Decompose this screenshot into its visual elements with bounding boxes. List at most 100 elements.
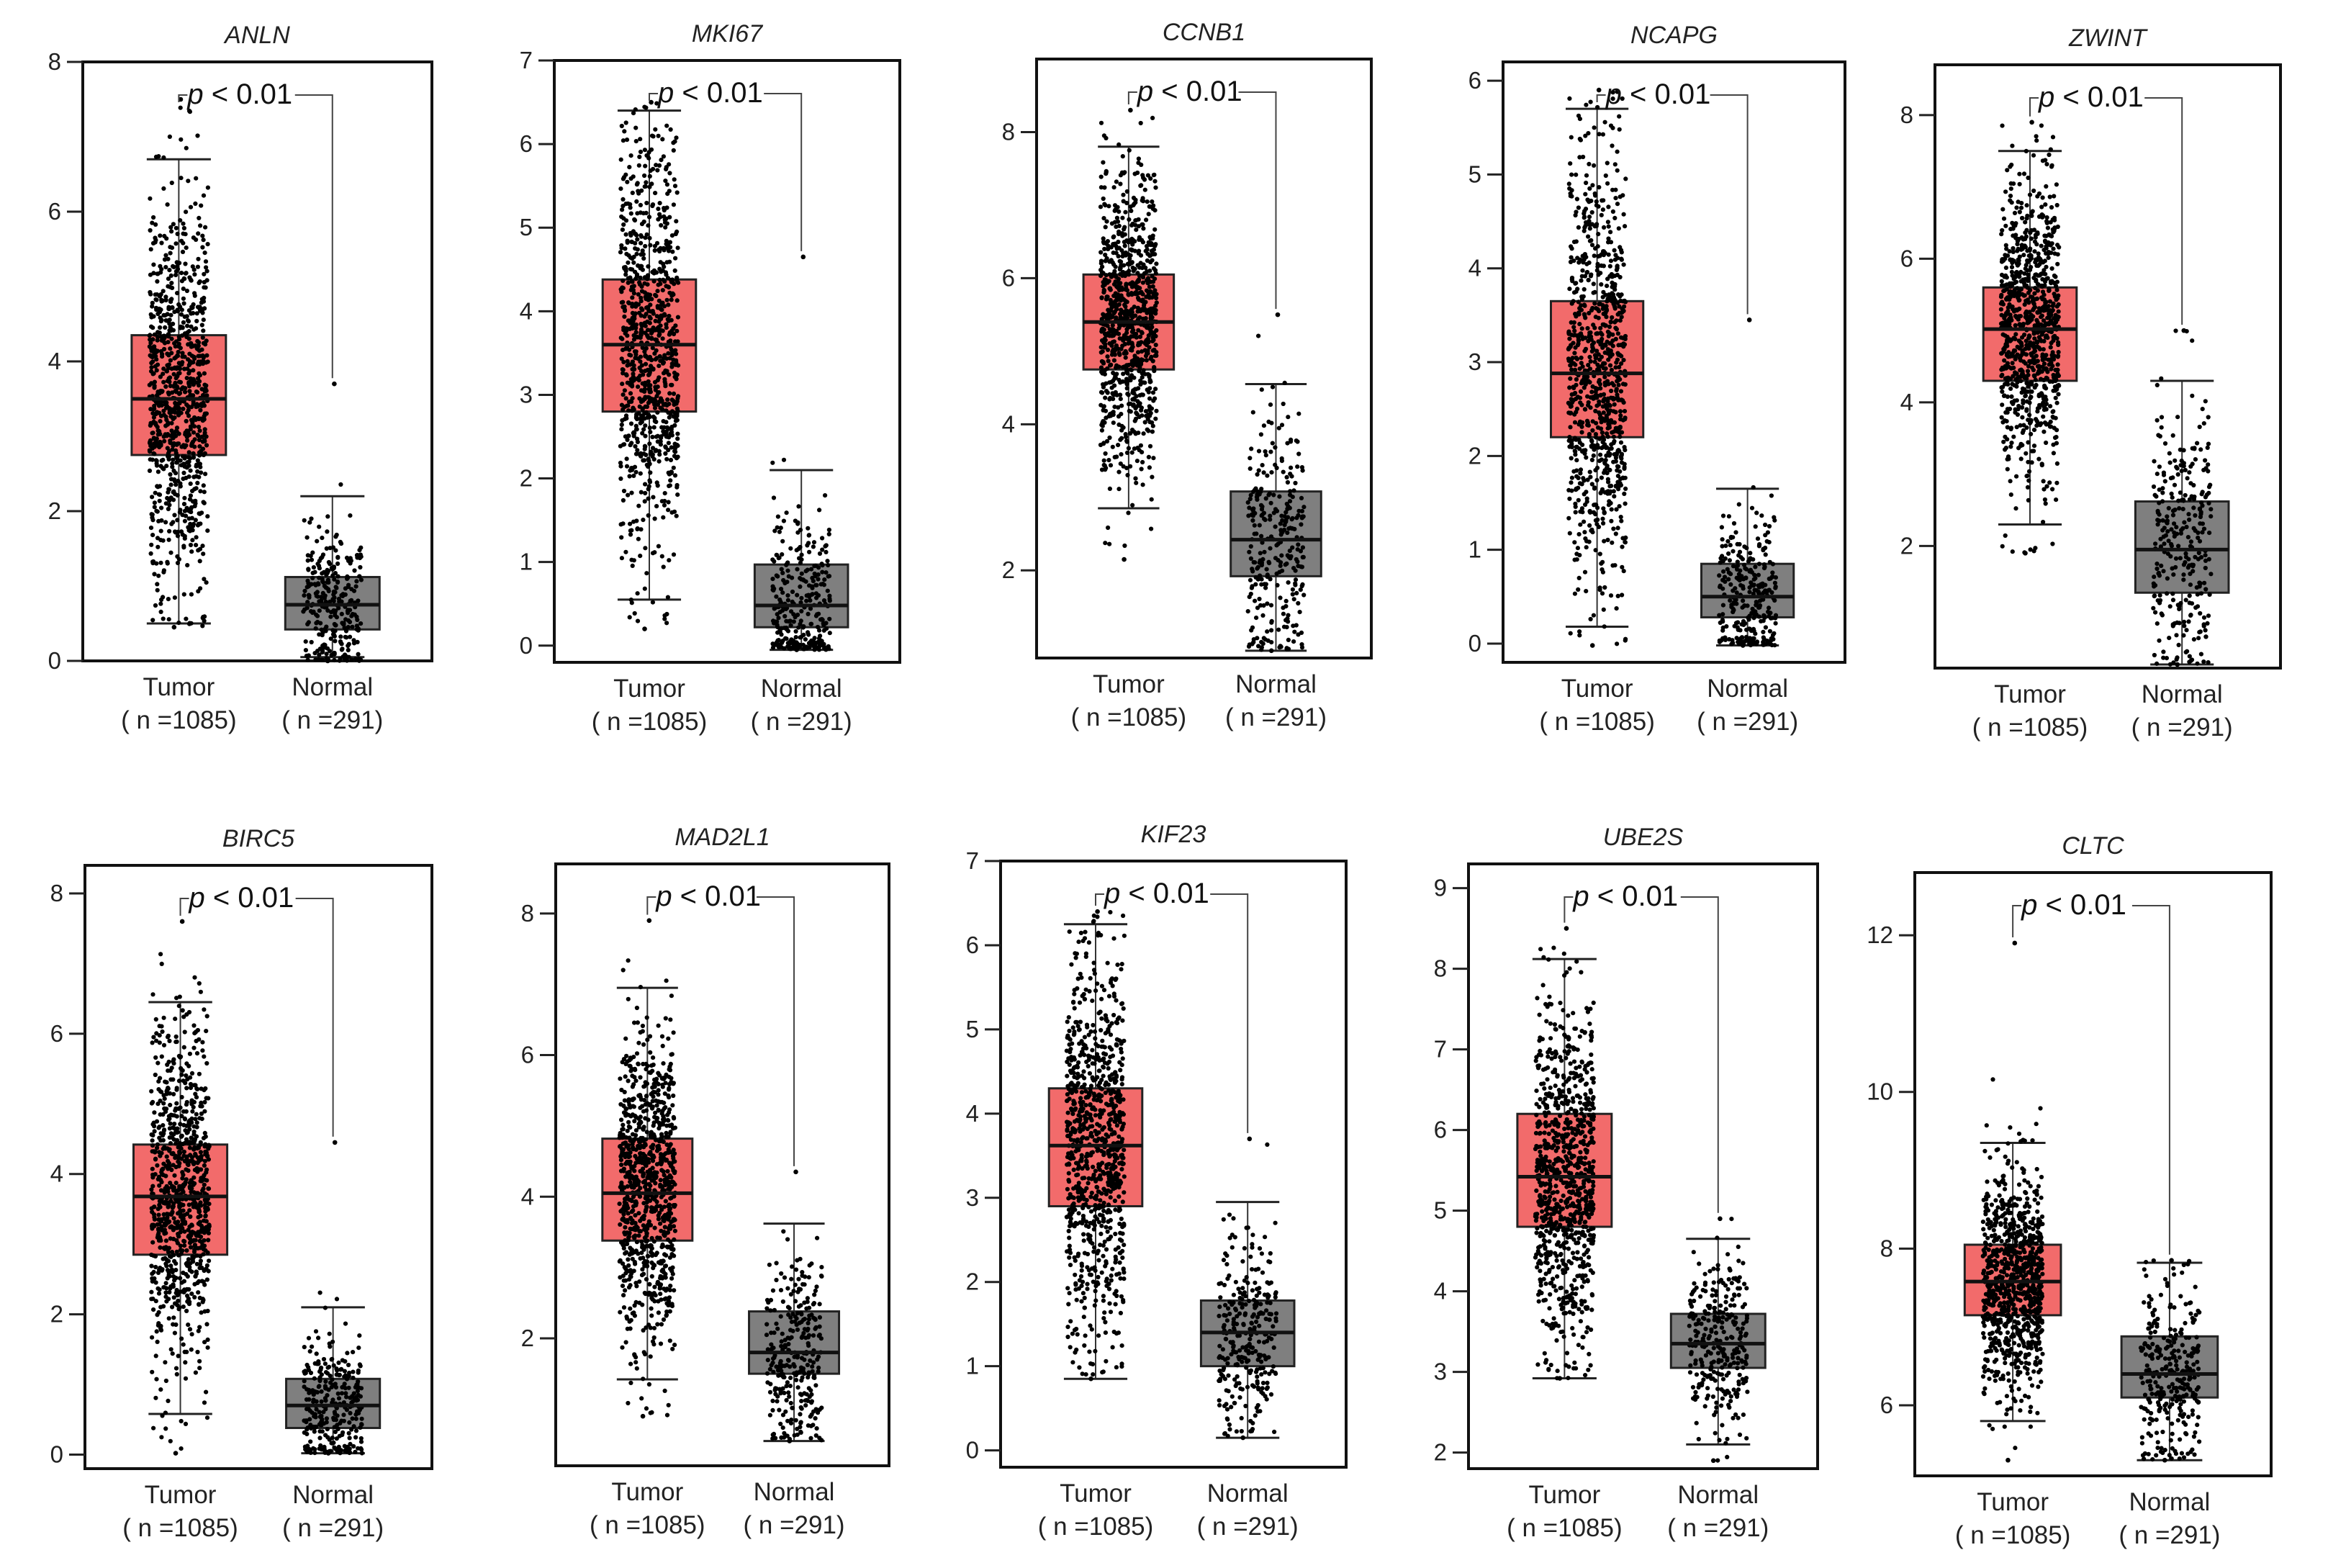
y-tick-label: 3 — [1468, 348, 1481, 375]
data-point — [634, 199, 639, 204]
data-point — [666, 500, 671, 505]
data-point — [1150, 115, 1155, 120]
data-point — [1150, 236, 1155, 241]
data-point — [345, 574, 350, 580]
data-point — [203, 259, 209, 264]
data-point — [643, 546, 648, 551]
data-point — [648, 396, 653, 401]
gene-title: ZWINT — [2068, 24, 2148, 52]
data-point — [1566, 356, 1571, 361]
data-point — [798, 618, 803, 623]
data-point — [1263, 585, 1268, 590]
data-point — [335, 579, 340, 585]
data-point — [624, 456, 629, 461]
data-point — [1127, 217, 1132, 222]
data-point — [153, 292, 158, 297]
data-point — [1618, 318, 1623, 323]
data-point — [1619, 451, 1624, 456]
data-point — [163, 253, 168, 258]
data-point — [628, 528, 633, 533]
data-point — [1137, 393, 1142, 398]
data-point — [172, 430, 177, 436]
data-point — [1576, 341, 1581, 346]
data-point — [1290, 587, 1295, 592]
data-point — [673, 256, 678, 261]
data-point — [775, 525, 780, 530]
data-point — [338, 482, 343, 487]
data-point — [642, 148, 648, 153]
data-point — [639, 252, 644, 257]
data-point — [1153, 416, 1158, 421]
data-point — [619, 214, 624, 220]
data-point — [662, 616, 667, 621]
data-point — [663, 179, 668, 184]
y-tick-label: 5 — [1468, 161, 1481, 187]
data-point — [167, 321, 172, 326]
data-point — [644, 200, 649, 206]
data-point — [1283, 562, 1288, 567]
y-tick-label: 8 — [1900, 102, 1913, 128]
data-point — [1577, 322, 1582, 327]
data-point — [1108, 463, 1114, 468]
data-point — [186, 363, 191, 368]
data-point — [189, 621, 194, 626]
data-point — [1152, 179, 1158, 184]
data-point — [168, 550, 173, 555]
data-point — [1595, 104, 1600, 110]
data-point — [185, 563, 190, 568]
gene-title: CCNB1 — [1163, 19, 1245, 46]
data-point — [1122, 232, 1127, 237]
data-point — [634, 412, 639, 417]
data-point — [621, 392, 626, 397]
data-point — [650, 551, 656, 556]
data-point — [652, 402, 657, 407]
data-point — [653, 387, 658, 392]
data-point — [1602, 310, 1608, 315]
data-point — [628, 211, 633, 216]
data-point — [620, 285, 625, 290]
data-point — [1149, 526, 1154, 531]
data-point — [152, 572, 157, 577]
y-tick-label: 0 — [1468, 630, 1481, 657]
data-point — [655, 402, 661, 407]
data-point — [1605, 491, 1610, 496]
data-point — [662, 312, 667, 317]
data-point — [1589, 342, 1595, 347]
data-point — [1273, 524, 1278, 529]
data-point — [1621, 212, 1626, 217]
data-point — [1115, 204, 1120, 209]
data-point — [624, 251, 629, 256]
data-point — [1615, 593, 1620, 599]
data-point — [1573, 501, 1578, 506]
data-point — [1592, 163, 1597, 168]
data-point — [813, 563, 818, 569]
data-point — [795, 567, 800, 572]
data-point — [816, 636, 822, 641]
data-point — [1567, 385, 1572, 390]
data-point — [152, 403, 157, 409]
data-point — [1576, 587, 1581, 592]
data-point — [202, 271, 207, 276]
data-point — [631, 260, 636, 265]
data-point — [629, 466, 634, 471]
data-point — [1112, 271, 1117, 276]
data-point — [192, 487, 197, 492]
data-point — [172, 341, 177, 346]
data-point — [1566, 181, 1571, 186]
data-point — [194, 318, 199, 324]
data-point — [178, 458, 183, 463]
data-point — [328, 636, 333, 641]
data-point — [1611, 383, 1616, 388]
data-point — [1594, 306, 1599, 311]
data-point — [774, 594, 779, 599]
data-point — [194, 464, 199, 469]
data-point — [646, 150, 651, 155]
data-point — [1140, 450, 1145, 455]
data-point — [633, 139, 639, 144]
data-point — [176, 621, 181, 626]
data-point — [1154, 408, 1159, 413]
data-point — [1767, 628, 1772, 634]
data-point — [1608, 258, 1614, 263]
y-tick-label: 0 — [520, 632, 533, 659]
data-point — [1569, 367, 1574, 372]
